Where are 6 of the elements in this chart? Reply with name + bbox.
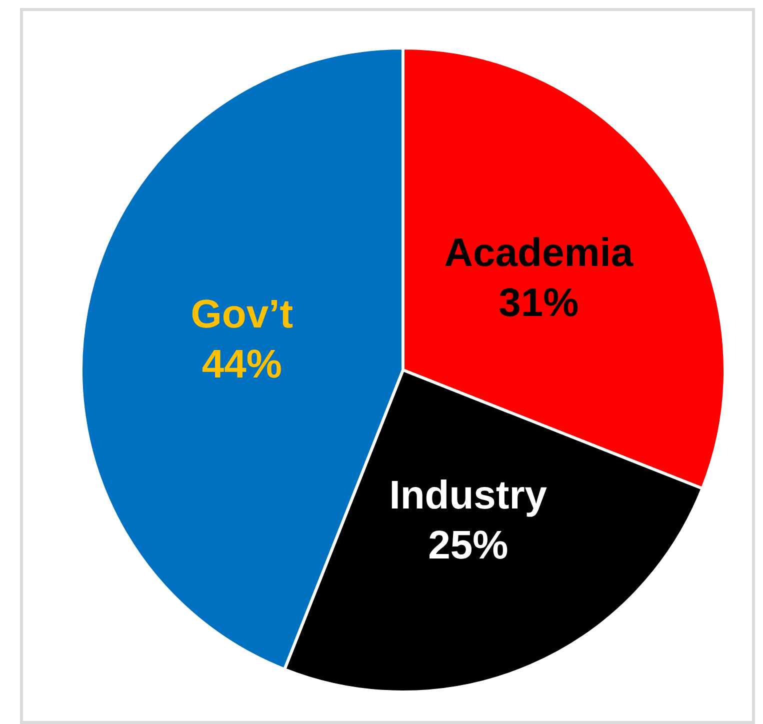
slice-label: Industry	[389, 474, 548, 518]
data-label: 31%	[498, 280, 579, 325]
data-label: 25%	[428, 524, 508, 568]
data-label: 44%	[202, 342, 282, 386]
slice-label: Academia	[444, 230, 634, 275]
slice-label: Gov’t	[190, 292, 294, 336]
